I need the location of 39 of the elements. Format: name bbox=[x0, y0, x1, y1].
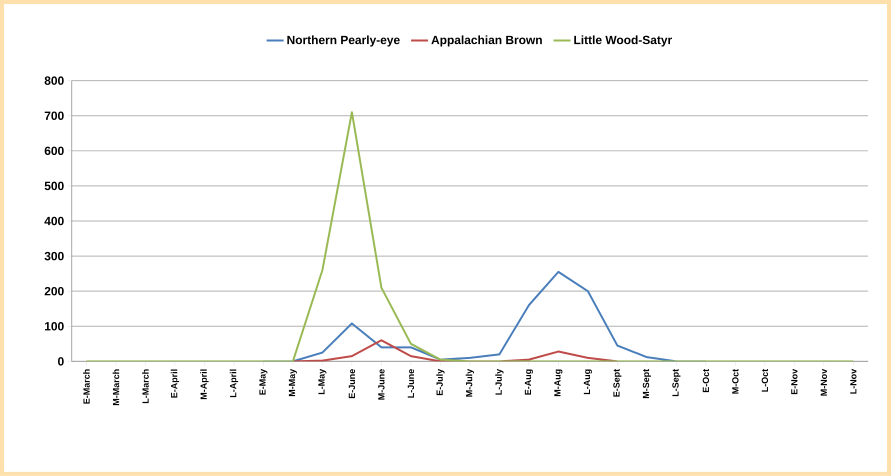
y-tick-label: 300 bbox=[44, 252, 64, 260]
x-tick-label: E-July bbox=[436, 368, 445, 396]
x-tick-label: M-Oct bbox=[732, 369, 739, 394]
x-tick-label: L-April bbox=[230, 370, 238, 398]
x-tick-label: E-Sept bbox=[613, 369, 622, 397]
y-tick-label: 500 bbox=[44, 182, 64, 190]
x-tick-label: E-March bbox=[83, 370, 90, 404]
x-tick-label: L-Nov bbox=[850, 368, 856, 394]
x-tick-label: E-April bbox=[170, 370, 180, 398]
x-tick-label: E-May bbox=[259, 368, 268, 395]
x-tick-label: L-July bbox=[495, 368, 504, 395]
legend-label: Little Wood-Satyr bbox=[574, 36, 672, 47]
x-tick-label: E-Aug bbox=[524, 370, 533, 395]
x-tick-label: L-March bbox=[142, 369, 149, 404]
x-tick-label: L-June bbox=[408, 369, 414, 398]
x-tick-label: L-Aug bbox=[584, 370, 592, 394]
x-tick-label: M-Sept bbox=[642, 369, 651, 398]
y-tick-label: 800 bbox=[44, 76, 64, 85]
y-tick-label: 0 bbox=[58, 357, 64, 366]
y-tick-label: 200 bbox=[44, 287, 64, 296]
x-tick-label: M-May bbox=[288, 368, 297, 396]
x-tick-label: M-June bbox=[378, 369, 385, 400]
legend-label: Northern Pearly-eye bbox=[287, 36, 400, 47]
y-tick-label: 600 bbox=[44, 146, 64, 156]
x-tick-label: E-Nov bbox=[791, 368, 798, 394]
x-tick-label: E-Oct bbox=[702, 369, 710, 392]
x-tick-label: L-Sept bbox=[672, 369, 680, 396]
x-tick-label: E-June bbox=[348, 369, 356, 398]
y-tick-label: 100 bbox=[45, 322, 64, 331]
x-tick-label: L-May bbox=[318, 368, 326, 394]
y-tick-label: 700 bbox=[44, 112, 64, 120]
y-tick-label: 400 bbox=[44, 216, 64, 226]
x-tick-label: M-March bbox=[112, 370, 120, 406]
x-tick-label: M-April bbox=[200, 370, 209, 400]
x-tick-label: M-July bbox=[466, 368, 474, 397]
legend-label: Appalachian Brown bbox=[431, 36, 542, 47]
x-tick-label: M-Aug bbox=[554, 370, 562, 396]
x-tick-label: L-Oct bbox=[762, 369, 768, 392]
x-tick-label: M-Nov bbox=[820, 368, 827, 396]
